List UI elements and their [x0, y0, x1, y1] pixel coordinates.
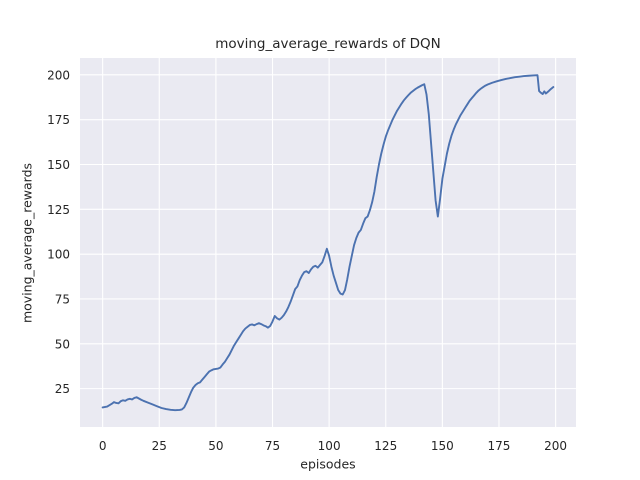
x-tick-label: 100: [318, 439, 341, 453]
y-tick-label: 175: [47, 113, 70, 127]
y-tick-label: 75: [55, 292, 70, 306]
plot-area: [80, 58, 576, 427]
x-tick-label: 175: [488, 439, 511, 453]
chart-title: moving_average_rewards of DQN: [215, 36, 441, 52]
x-tick-label: 200: [544, 439, 567, 453]
y-axis-label: moving_average_rewards: [19, 162, 35, 324]
y-tick-label: 150: [47, 158, 70, 172]
x-tick-label: 0: [99, 439, 107, 453]
x-tick-label: 50: [208, 439, 223, 453]
x-tick-label: 25: [152, 439, 167, 453]
y-tick-label: 25: [55, 382, 70, 396]
y-tick-label: 50: [55, 337, 70, 351]
y-tick-label: 125: [47, 203, 70, 217]
x-tick-label: 75: [265, 439, 280, 453]
reward-line: [101, 74, 555, 412]
x-axis-label: episodes: [300, 456, 356, 472]
x-tick-label: 150: [431, 439, 454, 453]
y-tick-label: 100: [47, 248, 70, 262]
x-tick-label: 125: [374, 439, 397, 453]
y-tick-label: 200: [47, 68, 70, 82]
